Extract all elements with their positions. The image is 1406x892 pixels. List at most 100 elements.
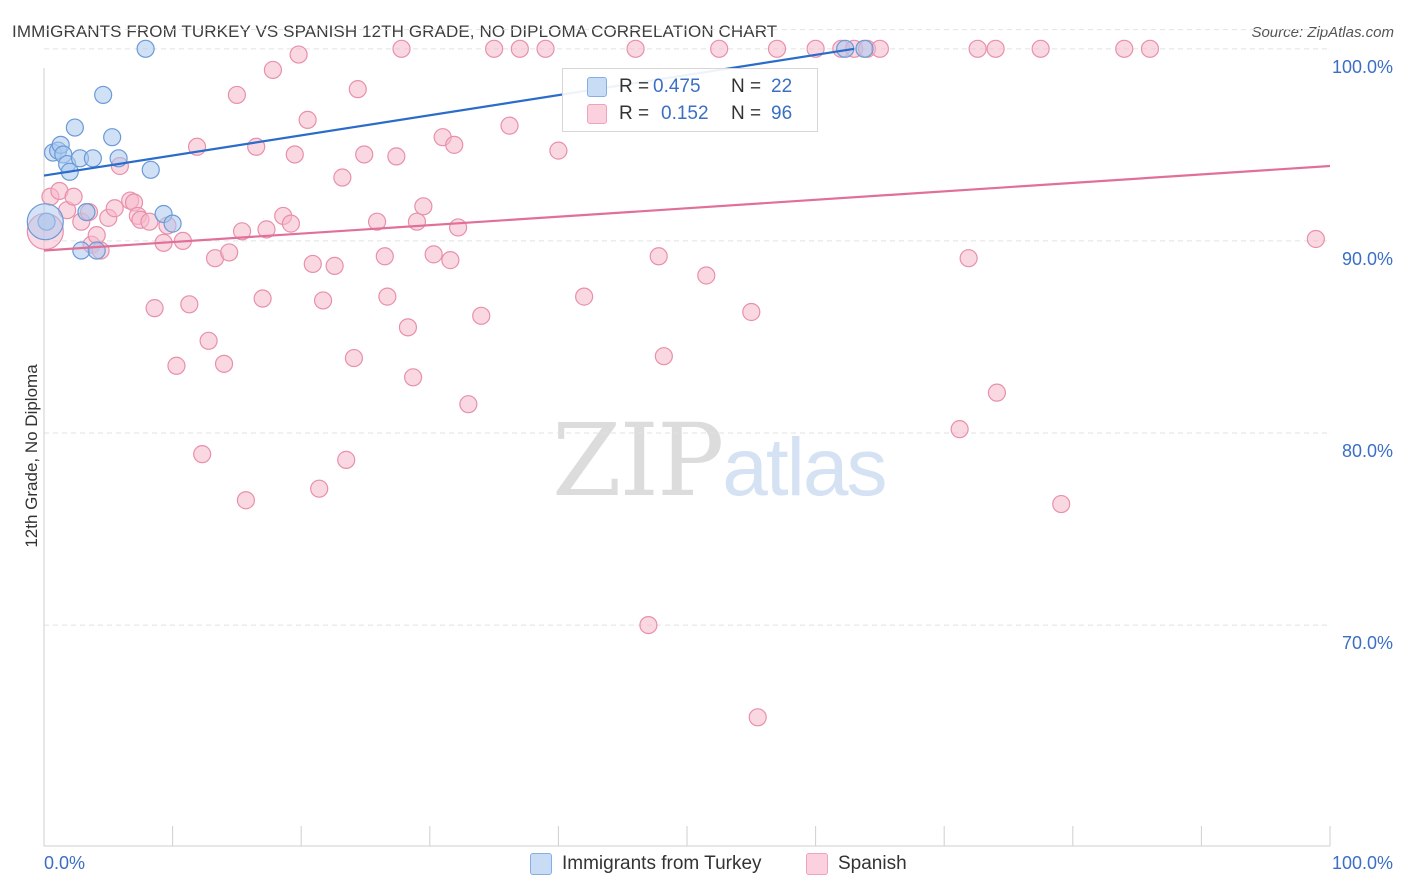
spanish-point	[485, 39, 504, 58]
spanish-point	[355, 145, 374, 164]
spanish-point	[403, 368, 423, 387]
spanish-point	[950, 420, 969, 439]
spanish-point	[333, 168, 352, 187]
turkey-point	[163, 214, 182, 233]
spanish-point	[986, 39, 1005, 58]
spanish-point	[392, 39, 411, 58]
spanish-point	[263, 60, 283, 80]
spanish-point	[325, 256, 344, 275]
spanish-point	[310, 479, 329, 498]
spanish-point	[459, 395, 478, 414]
spanish-point	[105, 199, 124, 218]
spanish-point	[414, 197, 433, 216]
turkey-point	[72, 241, 91, 260]
legend-r-value: 0.475	[653, 76, 701, 97]
y-axis-title: 12th Grade, No Diploma	[22, 364, 41, 548]
chart-title: IMMIGRANTS FROM TURKEY VS SPANISH 12TH G…	[12, 22, 778, 41]
turkey-point	[77, 202, 96, 222]
spanish-point	[748, 708, 767, 727]
spanish-point	[257, 220, 276, 239]
spanish-trend-line	[43, 164, 1331, 252]
spanish-point	[344, 348, 364, 368]
spanish-point	[220, 243, 239, 262]
spanish-point	[500, 116, 519, 135]
spanish-point	[549, 141, 568, 160]
legend-n-value: 96	[771, 103, 793, 124]
turkey-large-point	[26, 203, 64, 241]
axes	[43, 68, 1331, 847]
spanish-point	[649, 247, 668, 266]
spanish-point	[398, 318, 418, 337]
legend-r-label: R =	[619, 103, 650, 124]
spanish-point	[145, 299, 164, 318]
legend-swatch-turkey	[530, 853, 552, 875]
y-tick-label: 80.0%	[1342, 441, 1393, 461]
spanish-point	[448, 218, 468, 237]
turkey-point	[87, 241, 106, 260]
spanish-point	[378, 287, 397, 306]
watermark-zip: ZIP	[552, 402, 724, 519]
spanish-point	[959, 249, 978, 268]
spanish-point	[1052, 494, 1071, 514]
correlation-legend: R = 0.475 N = 22 R = 0.152 N = 96	[562, 68, 818, 132]
spanish-point	[87, 226, 106, 245]
legend-r-value: 0.152	[661, 103, 709, 124]
spanish-point	[536, 39, 555, 58]
turkey-point	[83, 149, 102, 168]
spanish-point	[140, 212, 159, 231]
y-tick-label: 70.0%	[1342, 633, 1393, 653]
spanish-point	[742, 302, 761, 322]
source-label: Source: ZipAtlas.com	[1251, 24, 1394, 41]
spanish-point	[510, 39, 529, 58]
legend-label-turkey: Immigrants from Turkey	[562, 853, 762, 874]
y-tick-label: 100.0%	[1332, 57, 1393, 77]
spanish-point	[236, 491, 256, 510]
spanish-point	[214, 354, 234, 373]
spanish-point	[289, 45, 308, 64]
spanish-point	[193, 445, 212, 464]
spanish-point	[303, 254, 322, 274]
spanish-point	[968, 39, 987, 58]
legend-n-label: N =	[731, 76, 762, 97]
spanish-point	[1031, 39, 1050, 58]
spanish-point	[348, 80, 367, 99]
turkey-point	[855, 39, 874, 58]
legend-swatch-spanish	[806, 853, 828, 875]
tick-labels: 100.0% 90.0% 80.0% 70.0% 0.0% 100.0%	[44, 57, 1393, 873]
spanish-point	[227, 85, 246, 105]
spanish-point	[232, 222, 252, 241]
spanish-point	[639, 615, 658, 635]
data-points	[26, 39, 1325, 727]
spanish-point	[281, 214, 301, 233]
spanish-point	[298, 110, 317, 129]
spanish-point	[441, 251, 460, 270]
spanish-point	[167, 356, 186, 375]
legend-swatch-turkey	[587, 77, 607, 97]
spanish-point	[407, 212, 427, 231]
x-tick-label: 0.0%	[44, 853, 85, 873]
spanish-point	[987, 383, 1007, 402]
spanish-point	[767, 39, 787, 58]
watermark-atlas: atlas	[722, 422, 887, 513]
legend-n-value: 22	[771, 76, 793, 97]
spanish-point	[64, 187, 83, 206]
turkey-point	[103, 128, 122, 147]
spanish-point	[337, 450, 356, 469]
spanish-point	[575, 287, 594, 306]
x-tick-label: 100.0%	[1332, 853, 1393, 873]
zipatlas-watermark: ZIPatlas	[552, 402, 888, 519]
spanish-point	[199, 331, 218, 350]
legend-n-label: N =	[731, 103, 762, 124]
spanish-point	[253, 289, 272, 308]
spanish-point	[285, 145, 304, 164]
spanish-point	[697, 266, 716, 285]
spanish-point	[367, 212, 387, 231]
spanish-point	[654, 347, 673, 366]
spanish-point	[445, 135, 464, 154]
spanish-point	[424, 245, 443, 264]
turkey-point	[141, 160, 160, 179]
turkey-point	[65, 118, 84, 137]
spanish-point	[870, 39, 890, 58]
spanish-point	[180, 295, 199, 314]
